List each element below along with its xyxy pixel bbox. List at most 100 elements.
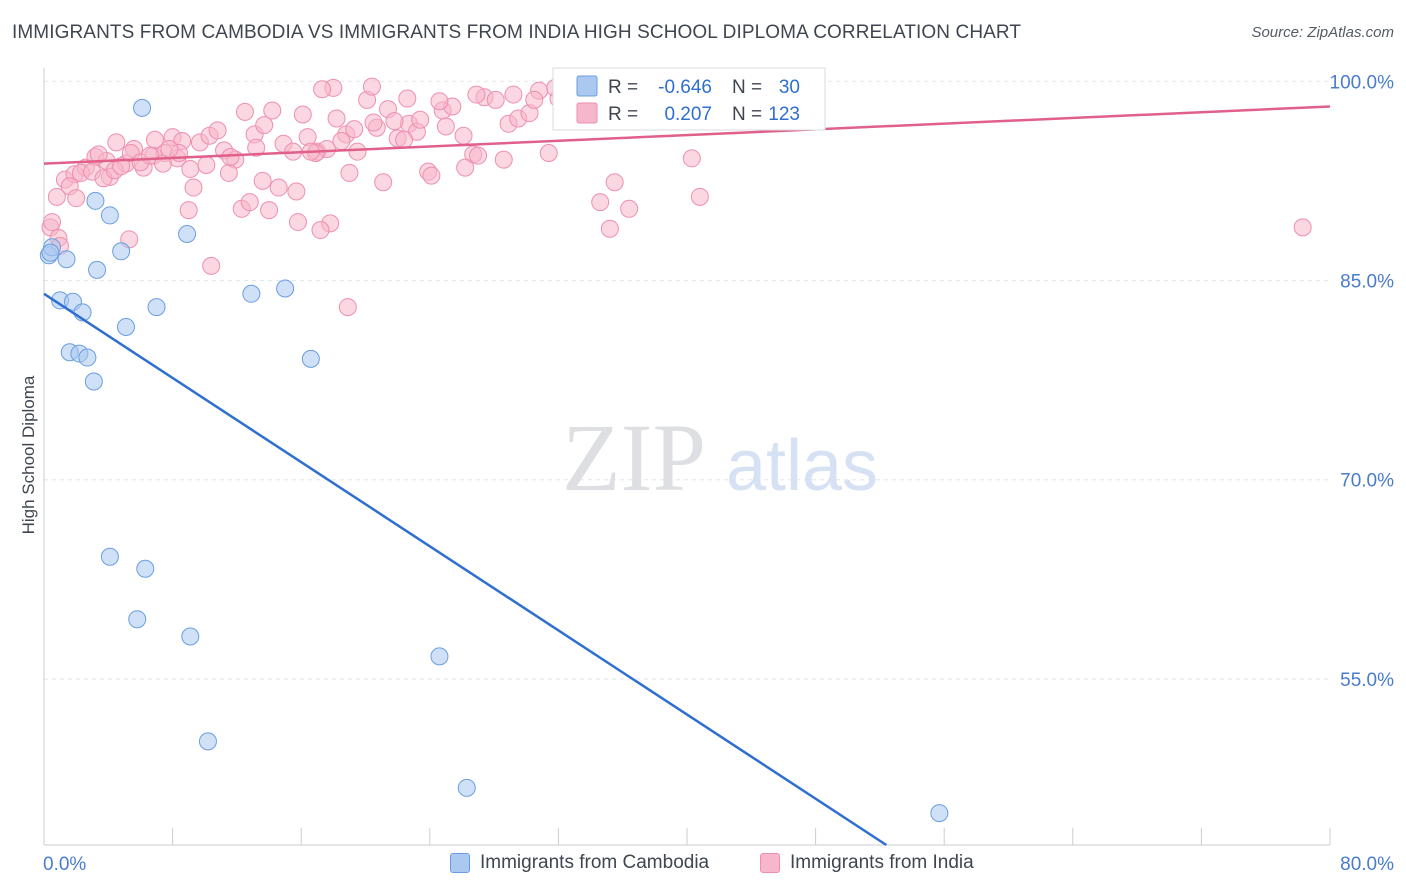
india-point-28 <box>293 105 312 124</box>
axes <box>43 68 1331 846</box>
cambodia-point-16 <box>301 349 320 368</box>
india-point-116 <box>385 112 404 131</box>
cambodia-point-9 <box>112 242 131 261</box>
india-point-95 <box>288 213 307 232</box>
cambodia-point-6 <box>88 260 107 279</box>
y-tick-label-1: 70.0% <box>1340 471 1394 492</box>
india-point-94 <box>260 201 279 220</box>
legend-swatch-india-bottom <box>760 853 780 873</box>
stats-legend: R = -0.646 N = 30 R = 0.207 N = 123 <box>552 67 826 131</box>
india-point-32 <box>327 109 346 128</box>
india-point-102 <box>504 85 523 104</box>
india-point-34 <box>348 142 367 161</box>
india-point-81 <box>436 117 455 136</box>
india-point-101 <box>467 85 486 104</box>
india-point-47 <box>486 90 505 109</box>
india-point-71 <box>269 178 288 197</box>
legend-n-value-india: 123 <box>768 104 800 125</box>
cambodia-point-22 <box>136 559 155 578</box>
india-point-76 <box>340 163 359 182</box>
india-point-77 <box>364 113 383 132</box>
y-tick-label-0: 55.0% <box>1340 670 1394 691</box>
legend-label-cambodia: Immigrants from Cambodia <box>480 852 710 873</box>
india-point-52 <box>539 144 558 163</box>
legend-r-label-cambodia: R = <box>608 77 638 98</box>
cambodia-point-29 <box>41 243 60 262</box>
india-point-68 <box>219 163 238 182</box>
y-tick-label-2: 85.0% <box>1340 272 1394 293</box>
india-trendline <box>43 105 1331 165</box>
legend-item-cambodia[interactable]: Immigrants from Cambodia <box>450 852 709 874</box>
trendlines <box>43 105 1331 847</box>
india-point-55 <box>47 187 66 206</box>
india-point-22 <box>235 102 254 121</box>
cambodia-point-20 <box>84 372 103 391</box>
legend-r-label-india: R = <box>608 104 638 125</box>
india-point-118 <box>160 140 179 159</box>
india-point-122 <box>456 158 475 177</box>
india-point-106 <box>605 173 624 192</box>
watermark: ZIP atlas <box>562 404 878 511</box>
india-point-85 <box>67 189 86 208</box>
india-point-83 <box>494 150 513 169</box>
chart-title: IMMIGRANTS FROM CAMBODIA VS IMMIGRANTS F… <box>12 22 1022 43</box>
legend-swatch-cambodia-bottom <box>450 853 470 873</box>
india-point-72 <box>287 182 306 201</box>
india-point-7 <box>107 133 126 152</box>
legend-swatch-india <box>576 102 598 124</box>
india-point-115 <box>43 213 62 232</box>
cambodia-point-21 <box>100 547 119 566</box>
india-point-19 <box>208 121 227 140</box>
watermark-zip: ZIP <box>562 404 706 511</box>
india-point-93 <box>240 193 259 212</box>
source-credit: Source: ZipAtlas.com <box>1251 24 1394 41</box>
legend-n-value-cambodia: 30 <box>779 77 800 98</box>
india-point-67 <box>197 155 216 174</box>
cambodia-point-12 <box>147 298 166 317</box>
cambodia-point-7 <box>100 206 119 225</box>
india-point-92 <box>221 147 240 166</box>
cambodia-point-19 <box>78 348 97 367</box>
legend-label-india: Immigrants from India <box>790 852 974 873</box>
india-point-79 <box>395 130 414 149</box>
y-tick-label-3: 100.0% <box>1330 72 1395 93</box>
cambodia-points <box>39 98 949 823</box>
india-point-97 <box>338 298 357 317</box>
cambodia-point-28 <box>930 804 949 823</box>
india-point-99 <box>398 89 417 108</box>
india-point-113 <box>313 80 332 99</box>
india-point-90 <box>179 201 198 220</box>
india-point-91 <box>202 256 221 275</box>
india-point-107 <box>600 219 619 238</box>
india-point-24 <box>255 116 274 135</box>
india-point-103 <box>525 90 544 109</box>
cambodia-point-27 <box>457 778 476 797</box>
india-point-16 <box>181 159 200 178</box>
cambodia-point-24 <box>181 627 200 646</box>
cambodia-point-26 <box>430 647 449 666</box>
india-point-86 <box>89 145 108 164</box>
legend-r-value-cambodia: -0.646 <box>658 77 712 98</box>
cambodia-point-5 <box>57 250 76 269</box>
india-point-121 <box>411 110 430 129</box>
cambodia-point-11 <box>116 318 135 336</box>
india-point-100 <box>430 92 449 111</box>
legend-r-value-india: 0.207 <box>664 104 712 125</box>
india-point-109 <box>682 149 701 168</box>
legend-item-india[interactable]: Immigrants from India <box>760 852 974 874</box>
india-point-98 <box>362 77 381 96</box>
india-point-119 <box>112 157 131 176</box>
india-point-80 <box>422 166 441 185</box>
india-point-25 <box>263 101 282 120</box>
india-point-78 <box>374 173 393 192</box>
india-point-44 <box>454 126 473 145</box>
cambodia-point-15 <box>276 279 295 298</box>
cambodia-point-23 <box>128 610 147 629</box>
cambodia-point-25 <box>198 732 217 751</box>
india-point-75 <box>332 132 351 151</box>
india-point-82 <box>469 146 488 165</box>
tick-labels: 55.0% 70.0% 85.0% 100.0% <box>1330 72 1395 691</box>
india-point-96 <box>311 221 330 240</box>
india-point-70 <box>253 171 272 190</box>
